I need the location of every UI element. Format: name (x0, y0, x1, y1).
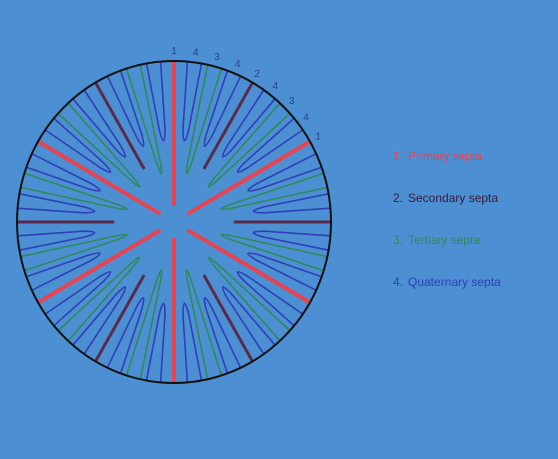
legend-label: Primary septa (408, 149, 482, 163)
rim-label: 4 (235, 59, 241, 70)
rim-label: 3 (289, 96, 295, 107)
rim-label: 1 (171, 46, 177, 57)
rim-label: 4 (303, 113, 309, 124)
rim-label: 2 (254, 69, 260, 80)
legend-label: Tertiary septa (408, 233, 480, 247)
legend-number: 4. (393, 275, 403, 289)
rim-label: 3 (214, 52, 220, 63)
legend-number: 3. (393, 233, 403, 247)
diagram: 143424341 1.Primary septa2.Secondary sep… (0, 0, 558, 459)
rim-label: 1 (315, 131, 321, 142)
rim-label: 4 (193, 47, 199, 58)
rim-label: 4 (273, 81, 279, 92)
legend-label: Secondary septa (408, 191, 498, 205)
background (0, 0, 558, 459)
page: 143424341 1.Primary septa2.Secondary sep… (0, 0, 558, 459)
legend-label: Quaternary septa (408, 275, 501, 289)
legend-number: 1. (393, 149, 403, 163)
legend-number: 2. (393, 191, 403, 205)
